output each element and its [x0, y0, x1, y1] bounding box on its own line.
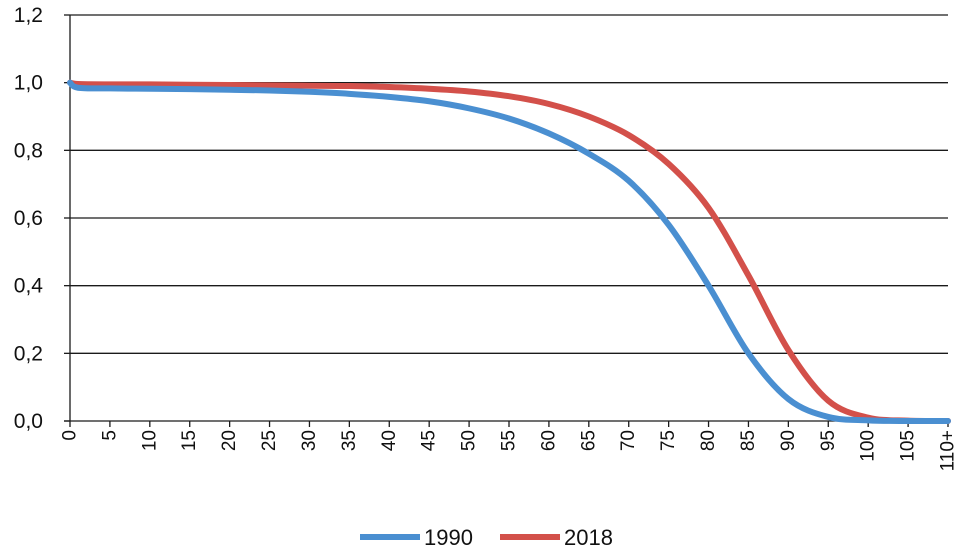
- x-tick-label: 40: [379, 430, 400, 451]
- y-tick-label: 0,0: [14, 410, 43, 433]
- y-tick-label: 0,2: [14, 342, 43, 365]
- x-tick-label: 35: [339, 430, 360, 451]
- x-tick-label: 25: [259, 430, 280, 451]
- y-tick-label: 0,8: [14, 139, 43, 162]
- x-tick-label: 80: [698, 430, 719, 451]
- x-tick-label: 15: [179, 430, 200, 451]
- x-tick-label: 50: [459, 430, 480, 451]
- x-tick-label: 60: [538, 430, 559, 451]
- y-tick-label: 1,2: [14, 4, 43, 27]
- x-tick-label: 75: [658, 430, 679, 451]
- x-tick-label: 85: [738, 430, 759, 451]
- x-tick-label: 5: [99, 430, 120, 441]
- legend: 1990 2018: [360, 525, 613, 550]
- x-tick-label: 110+: [938, 430, 959, 471]
- x-tick-label: 10: [139, 430, 160, 451]
- x-tick-label: 105: [898, 430, 919, 462]
- x-tick-label: 100: [858, 430, 879, 462]
- gridlines: [70, 14, 948, 354]
- axes: [64, 14, 949, 427]
- x-tick-label: 20: [219, 430, 240, 451]
- x-tick-label: 55: [499, 430, 520, 451]
- x-tick-label: 90: [778, 430, 799, 451]
- series-line-1990: [67, 79, 951, 425]
- x-axis-tick-labels: 0 5 10 15 20 25 30 35 40 45 50 55 60 65 70 75 80 85 90 95 10…: [60, 430, 959, 471]
- y-tick-label: 0,6: [14, 207, 43, 230]
- legend-label-1990: 1990: [424, 525, 473, 550]
- x-tick-label: 70: [618, 430, 639, 451]
- y-axis-tick-labels: 0,0 0,2 0,4 0,6 0,8 1,0 1,2: [14, 4, 44, 433]
- series-lines: [67, 79, 951, 425]
- y-tick-label: 1,0: [14, 72, 43, 95]
- series-line-2018: [67, 79, 951, 425]
- x-tick-label: 95: [818, 430, 839, 451]
- x-tick-label: 65: [578, 430, 599, 451]
- x-tick-label: 45: [419, 430, 440, 451]
- y-tick-label: 0,4: [14, 275, 44, 298]
- x-tick-label: 30: [299, 430, 320, 451]
- x-tick-label: 0: [60, 430, 81, 441]
- legend-label-2018: 2018: [564, 525, 613, 550]
